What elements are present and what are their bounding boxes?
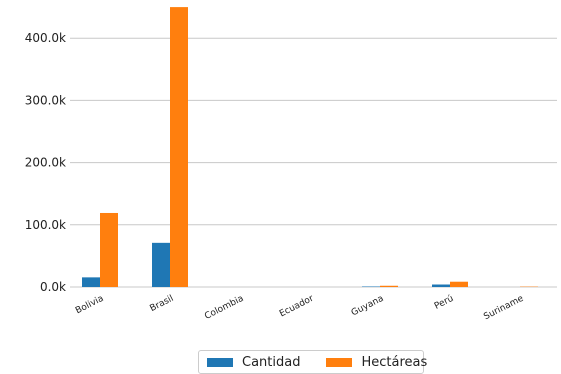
x-tick-label: Colombia	[203, 294, 245, 322]
y-axis-ticks: 0.0k 100.0k 200.0k 300.0k 400.0k	[25, 31, 66, 294]
bar-cantidad-peru	[432, 284, 450, 287]
legend-swatch-cantidad	[207, 357, 233, 367]
y-tick-label: 200.0k	[25, 156, 66, 170]
bar-hectareas-brasil	[170, 7, 188, 287]
legend-label-hectareas: Hectáreas	[361, 354, 428, 370]
legend: Cantidad Hectáreas	[198, 350, 427, 374]
x-tick-label: Guyana	[350, 294, 386, 319]
legend-label-cantidad: Cantidad	[242, 354, 301, 370]
x-tick-label: Suriname	[482, 294, 525, 323]
legend-item-cantidad: Cantidad	[207, 355, 300, 370]
y-tick-label: 300.0k	[25, 93, 66, 107]
legend-item-hectareas: Hectáreas	[326, 355, 427, 370]
y-tick-label: 0.0k	[40, 280, 66, 294]
legend-swatch-hectareas	[326, 357, 353, 367]
y-tick-label: 400.0k	[25, 31, 66, 45]
bar-cantidad-brasil	[152, 242, 170, 287]
x-axis-ticks: Bolivia Brasil Colombia Ecuador Guyana Perú Su…	[74, 294, 526, 323]
x-tick-label: Ecuador	[278, 294, 316, 320]
bar-hectareas-peru	[450, 281, 468, 287]
y-tick-label: 100.0k	[25, 218, 66, 232]
x-tick-label: Perú	[433, 294, 455, 312]
bars	[82, 7, 538, 287]
gridlines	[70, 37, 557, 288]
x-tick-label: Brasil	[148, 294, 175, 314]
bar-chart: 0.0k 100.0k 200.0k 300.0k 400.0k Bolivia Bras…	[25, 7, 557, 323]
x-tick-label: Bolivia	[74, 294, 105, 317]
bar-cantidad-bolivia	[82, 277, 100, 287]
bar-hectareas-guyana	[380, 285, 398, 287]
bar-hectareas-bolivia	[100, 212, 118, 287]
